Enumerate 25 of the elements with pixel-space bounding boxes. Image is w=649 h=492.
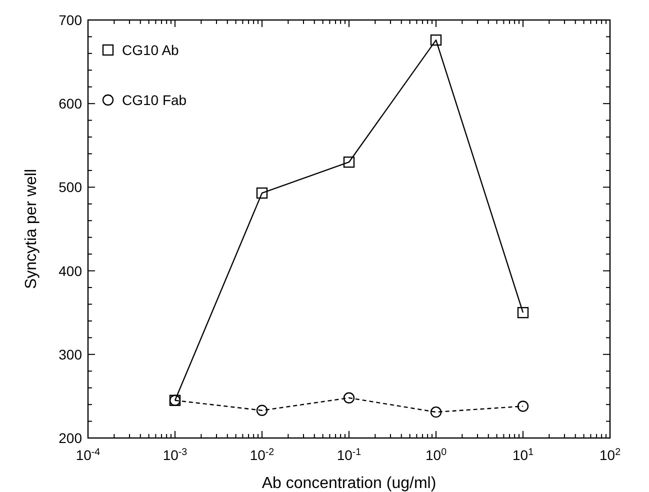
point [256, 187, 268, 199]
legend-label: CG10 Ab [122, 42, 180, 58]
y-tick-label: 300 [58, 346, 82, 362]
x-tick-label: 10$^{0}$ [425, 446, 448, 463]
y-tick-label: 200 [58, 430, 82, 446]
point [430, 34, 442, 46]
y-tick-label: 500 [58, 179, 82, 196]
point [343, 392, 355, 404]
x-tick-label: 10$^{-1}$ [336, 446, 362, 463]
point [343, 156, 355, 168]
point [430, 406, 442, 418]
point [517, 400, 529, 412]
y-tick-label: 700 [58, 12, 82, 28]
y-tick-label: 400 [58, 262, 82, 279]
point [517, 307, 529, 318]
x-axis-title: Ab concentration (ug/ml) [262, 475, 436, 492]
legend-label: CG10 Fab [122, 92, 187, 108]
x-tick-label: 10$^{-2}$ [250, 446, 274, 463]
x-tick-label: 10$^{-3}$ [162, 446, 188, 463]
x-tick-label: 10$^{1}$ [512, 446, 534, 463]
point [256, 404, 268, 416]
y-tick-label: 600 [58, 96, 82, 112]
x-tick-label: 10$^{2}$ [599, 446, 621, 463]
y-axis-title: Syncytia per well [23, 168, 40, 290]
x-tick-label: 10$^{-4}$ [76, 446, 101, 463]
